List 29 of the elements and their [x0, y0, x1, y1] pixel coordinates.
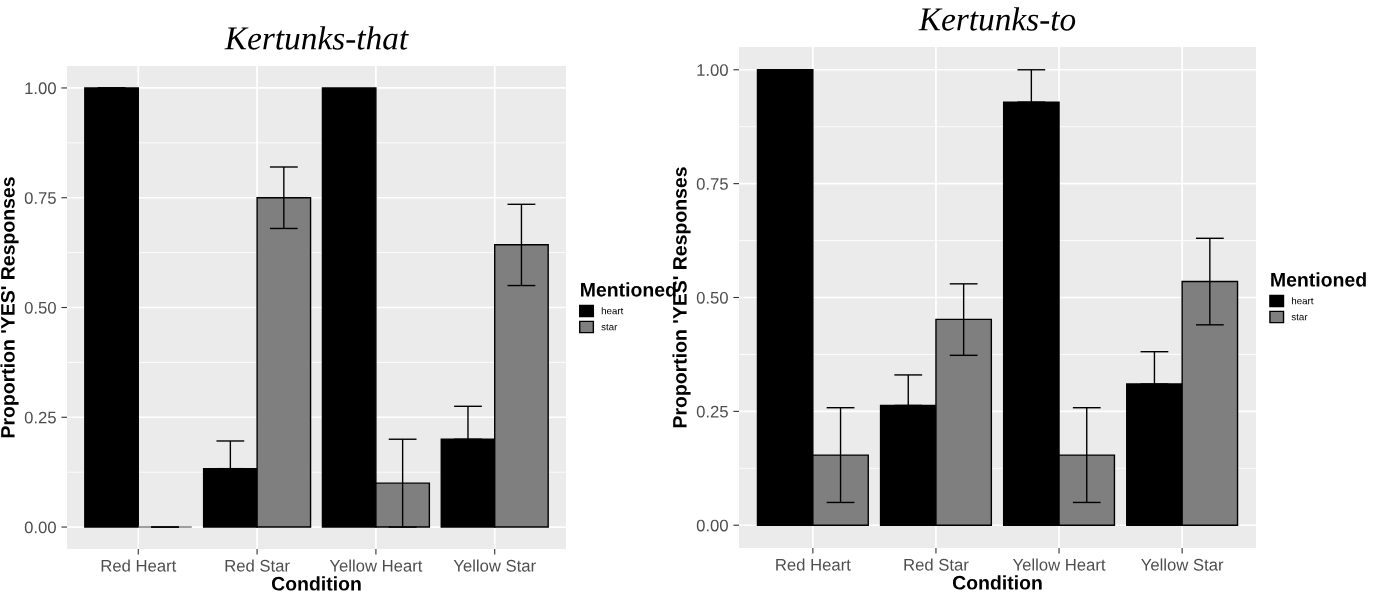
bar [84, 87, 139, 528]
y-tick-label: 0.25 [24, 411, 56, 424]
y-axis-title: Proportion 'YES' Responses [0, 177, 19, 438]
legend-label: heart [601, 307, 624, 315]
y-tick-label: 0.00 [24, 521, 56, 534]
y-tick-label: 0.50 [696, 291, 728, 304]
x-tick-label: Red Heart [101, 559, 177, 572]
y-tick-label: 0.00 [696, 519, 728, 532]
y-tick-label: 0.75 [696, 178, 728, 190]
x-tick-label: Yellow Heart [329, 559, 423, 572]
x-tick-label: Yellow Heart [1012, 558, 1106, 571]
legend-label: star [1291, 313, 1308, 321]
x-tick-label: Yellow Star [1141, 558, 1224, 571]
x-tick-label: Red Heart [776, 558, 851, 571]
x-tick-label: Yellow Star [453, 559, 536, 572]
legend-label: star [601, 323, 618, 331]
y-tick-label: 0.75 [24, 192, 56, 204]
y-tick-label: 1.00 [697, 64, 728, 76]
chart-title: Kertunks-that [224, 26, 409, 50]
y-tick-label: 0.25 [696, 405, 728, 418]
y-tick-label: 0.50 [24, 301, 56, 314]
x-tick-label: Red Star [904, 558, 969, 571]
chart-title: Kertunks-to [918, 7, 1076, 31]
legend-title: Mentioned [1271, 272, 1366, 287]
legend-label: heart [1291, 297, 1314, 305]
x-tick-label: Red Star [225, 559, 290, 572]
x-axis-title: Condition [271, 576, 361, 591]
x-axis-title: Condition [952, 575, 1042, 590]
y-tick-label: 1.00 [25, 82, 56, 95]
